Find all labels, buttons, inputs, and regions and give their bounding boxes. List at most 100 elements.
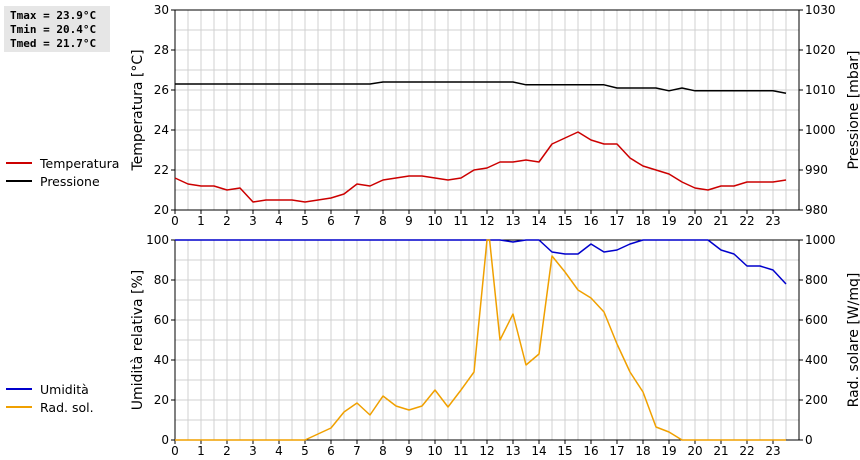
series-line-pressione — [175, 81, 787, 94]
x-tick-label: 4 — [275, 444, 283, 458]
legend-top: Temperatura Pressione — [6, 154, 119, 190]
x-tick-label: 6 — [327, 214, 335, 228]
x-tick-label: 9 — [405, 214, 413, 228]
legend-label-temperature: Temperatura — [40, 155, 120, 171]
x-tick-label: 14 — [531, 214, 546, 228]
y-left-tick-label: 80 — [154, 273, 169, 287]
y-right-tick-label: 1000 — [805, 233, 836, 247]
y-right-tick-label: 400 — [805, 353, 828, 367]
x-tick-label: 11 — [453, 444, 468, 458]
y-left-axis-label: Umidità relativa [%] — [130, 270, 146, 411]
x-tick-label: 1 — [197, 444, 205, 458]
legend-label-pressure: Pressione — [40, 173, 100, 189]
x-tick-label: 15 — [557, 444, 572, 458]
x-tick-label: 22 — [739, 214, 754, 228]
x-tick-label: 15 — [557, 214, 572, 228]
x-tick-label: 2 — [223, 444, 231, 458]
x-tick-label: 23 — [765, 214, 780, 228]
series-line-umidit — [175, 239, 787, 285]
x-tick-label: 6 — [327, 444, 335, 458]
x-tick-label: 13 — [505, 214, 520, 228]
x-tick-label: 14 — [531, 444, 546, 458]
y-right-tick-label: 800 — [805, 273, 828, 287]
series-line-rad-sol — [175, 239, 786, 441]
x-tick-label: 12 — [479, 214, 494, 228]
y-left-tick-label: 26 — [154, 83, 169, 97]
y-right-tick-label: 200 — [805, 393, 828, 407]
y-right-tick-label: 1010 — [805, 83, 836, 97]
legend-swatch-humidity — [6, 388, 32, 390]
y-right-tick-label: 600 — [805, 313, 828, 327]
x-tick-label: 17 — [609, 444, 624, 458]
x-tick-label: 8 — [379, 444, 387, 458]
chart-panel-top: 0 1 2 3 4 5 6 7 8 9 10 11 12 13 14 15 16 17 18 19 20 21 22 2320… — [130, 3, 860, 228]
x-tick-label: 10 — [427, 444, 442, 458]
stat-tmed: Tmed = 21.7°C — [10, 37, 97, 50]
legend-label-radiation: Rad. sol. — [40, 399, 94, 415]
legend-swatch-pressure — [6, 180, 32, 182]
y-left-tick-label: 28 — [154, 43, 169, 57]
y-left-tick-label: 24 — [154, 123, 169, 137]
legend-label-humidity: Umidità — [40, 381, 89, 397]
x-tick-label: 16 — [583, 214, 598, 228]
x-tick-label: 0 — [171, 444, 179, 458]
x-tick-label: 0 — [171, 214, 179, 228]
y-left-tick-label: 20 — [154, 203, 169, 217]
x-tick-label: 22 — [739, 444, 754, 458]
x-tick-label: 8 — [379, 214, 387, 228]
x-tick-label: 3 — [249, 214, 257, 228]
stat-tmin: Tmin = 20.4°C — [10, 23, 97, 36]
x-tick-label: 19 — [661, 444, 676, 458]
stat-tmax: Tmax = 23.9°C — [10, 9, 97, 22]
x-tick-label: 13 — [505, 444, 520, 458]
x-tick-label: 20 — [687, 444, 702, 458]
x-tick-label: 20 — [687, 214, 702, 228]
x-tick-label: 9 — [405, 444, 413, 458]
stats-box: Tmax = 23.9°C Tmin = 20.4°C Tmed = 21.7°… — [4, 6, 110, 52]
y-left-tick-label: 60 — [154, 313, 169, 327]
x-tick-label: 5 — [301, 214, 309, 228]
legend-bottom: Umidità Rad. sol. — [6, 380, 94, 416]
y-right-tick-label: 1000 — [805, 123, 836, 137]
x-tick-label: 7 — [353, 214, 361, 228]
x-tick-label: 12 — [479, 444, 494, 458]
x-tick-label: 11 — [453, 214, 468, 228]
x-tick-label: 4 — [275, 214, 283, 228]
x-tick-label: 18 — [635, 444, 650, 458]
y-left-axis-label: Temperatura [°C] — [130, 49, 146, 171]
y-left-tick-label: 20 — [154, 393, 169, 407]
legend-item-pressure: Pressione — [6, 172, 119, 190]
series-line-temperatura — [174, 131, 787, 203]
y-left-tick-label: 100 — [146, 233, 169, 247]
y-left-tick-label: 40 — [154, 353, 169, 367]
y-right-tick-label: 990 — [805, 163, 828, 177]
x-tick-label: 21 — [713, 214, 728, 228]
y-right-axis-label: Pressione [mbar] — [846, 50, 860, 169]
x-tick-label: 2 — [223, 214, 231, 228]
x-tick-label: 1 — [197, 214, 205, 228]
legend-item-humidity: Umidità — [6, 380, 94, 398]
x-tick-label: 7 — [353, 444, 361, 458]
legend-swatch-temperature — [6, 162, 32, 164]
y-right-tick-label: 980 — [805, 203, 828, 217]
x-tick-label: 18 — [635, 214, 650, 228]
y-right-tick-label: 0 — [805, 433, 813, 447]
legend-item-radiation: Rad. sol. — [6, 398, 94, 416]
y-right-tick-label: 1020 — [805, 43, 836, 57]
y-right-tick-label: 1030 — [805, 3, 836, 17]
x-tick-label: 3 — [249, 444, 257, 458]
chart-panel-bottom: 0 1 2 3 4 5 6 7 8 9 10 11 12 13 14 15 16 17 18 19 20 21 22 2302… — [130, 233, 860, 458]
y-left-tick-label: 0 — [161, 433, 169, 447]
legend-item-temperature: Temperatura — [6, 154, 119, 172]
x-tick-label: 17 — [609, 214, 624, 228]
x-tick-label: 23 — [765, 444, 780, 458]
legend-swatch-radiation — [6, 406, 32, 408]
y-left-tick-label: 22 — [154, 163, 169, 177]
y-left-tick-label: 30 — [154, 3, 169, 17]
x-tick-label: 21 — [713, 444, 728, 458]
y-right-axis-label: Rad. solare [W/mq] — [846, 273, 860, 408]
x-tick-label: 10 — [427, 214, 442, 228]
x-tick-label: 16 — [583, 444, 598, 458]
x-tick-label: 5 — [301, 444, 309, 458]
